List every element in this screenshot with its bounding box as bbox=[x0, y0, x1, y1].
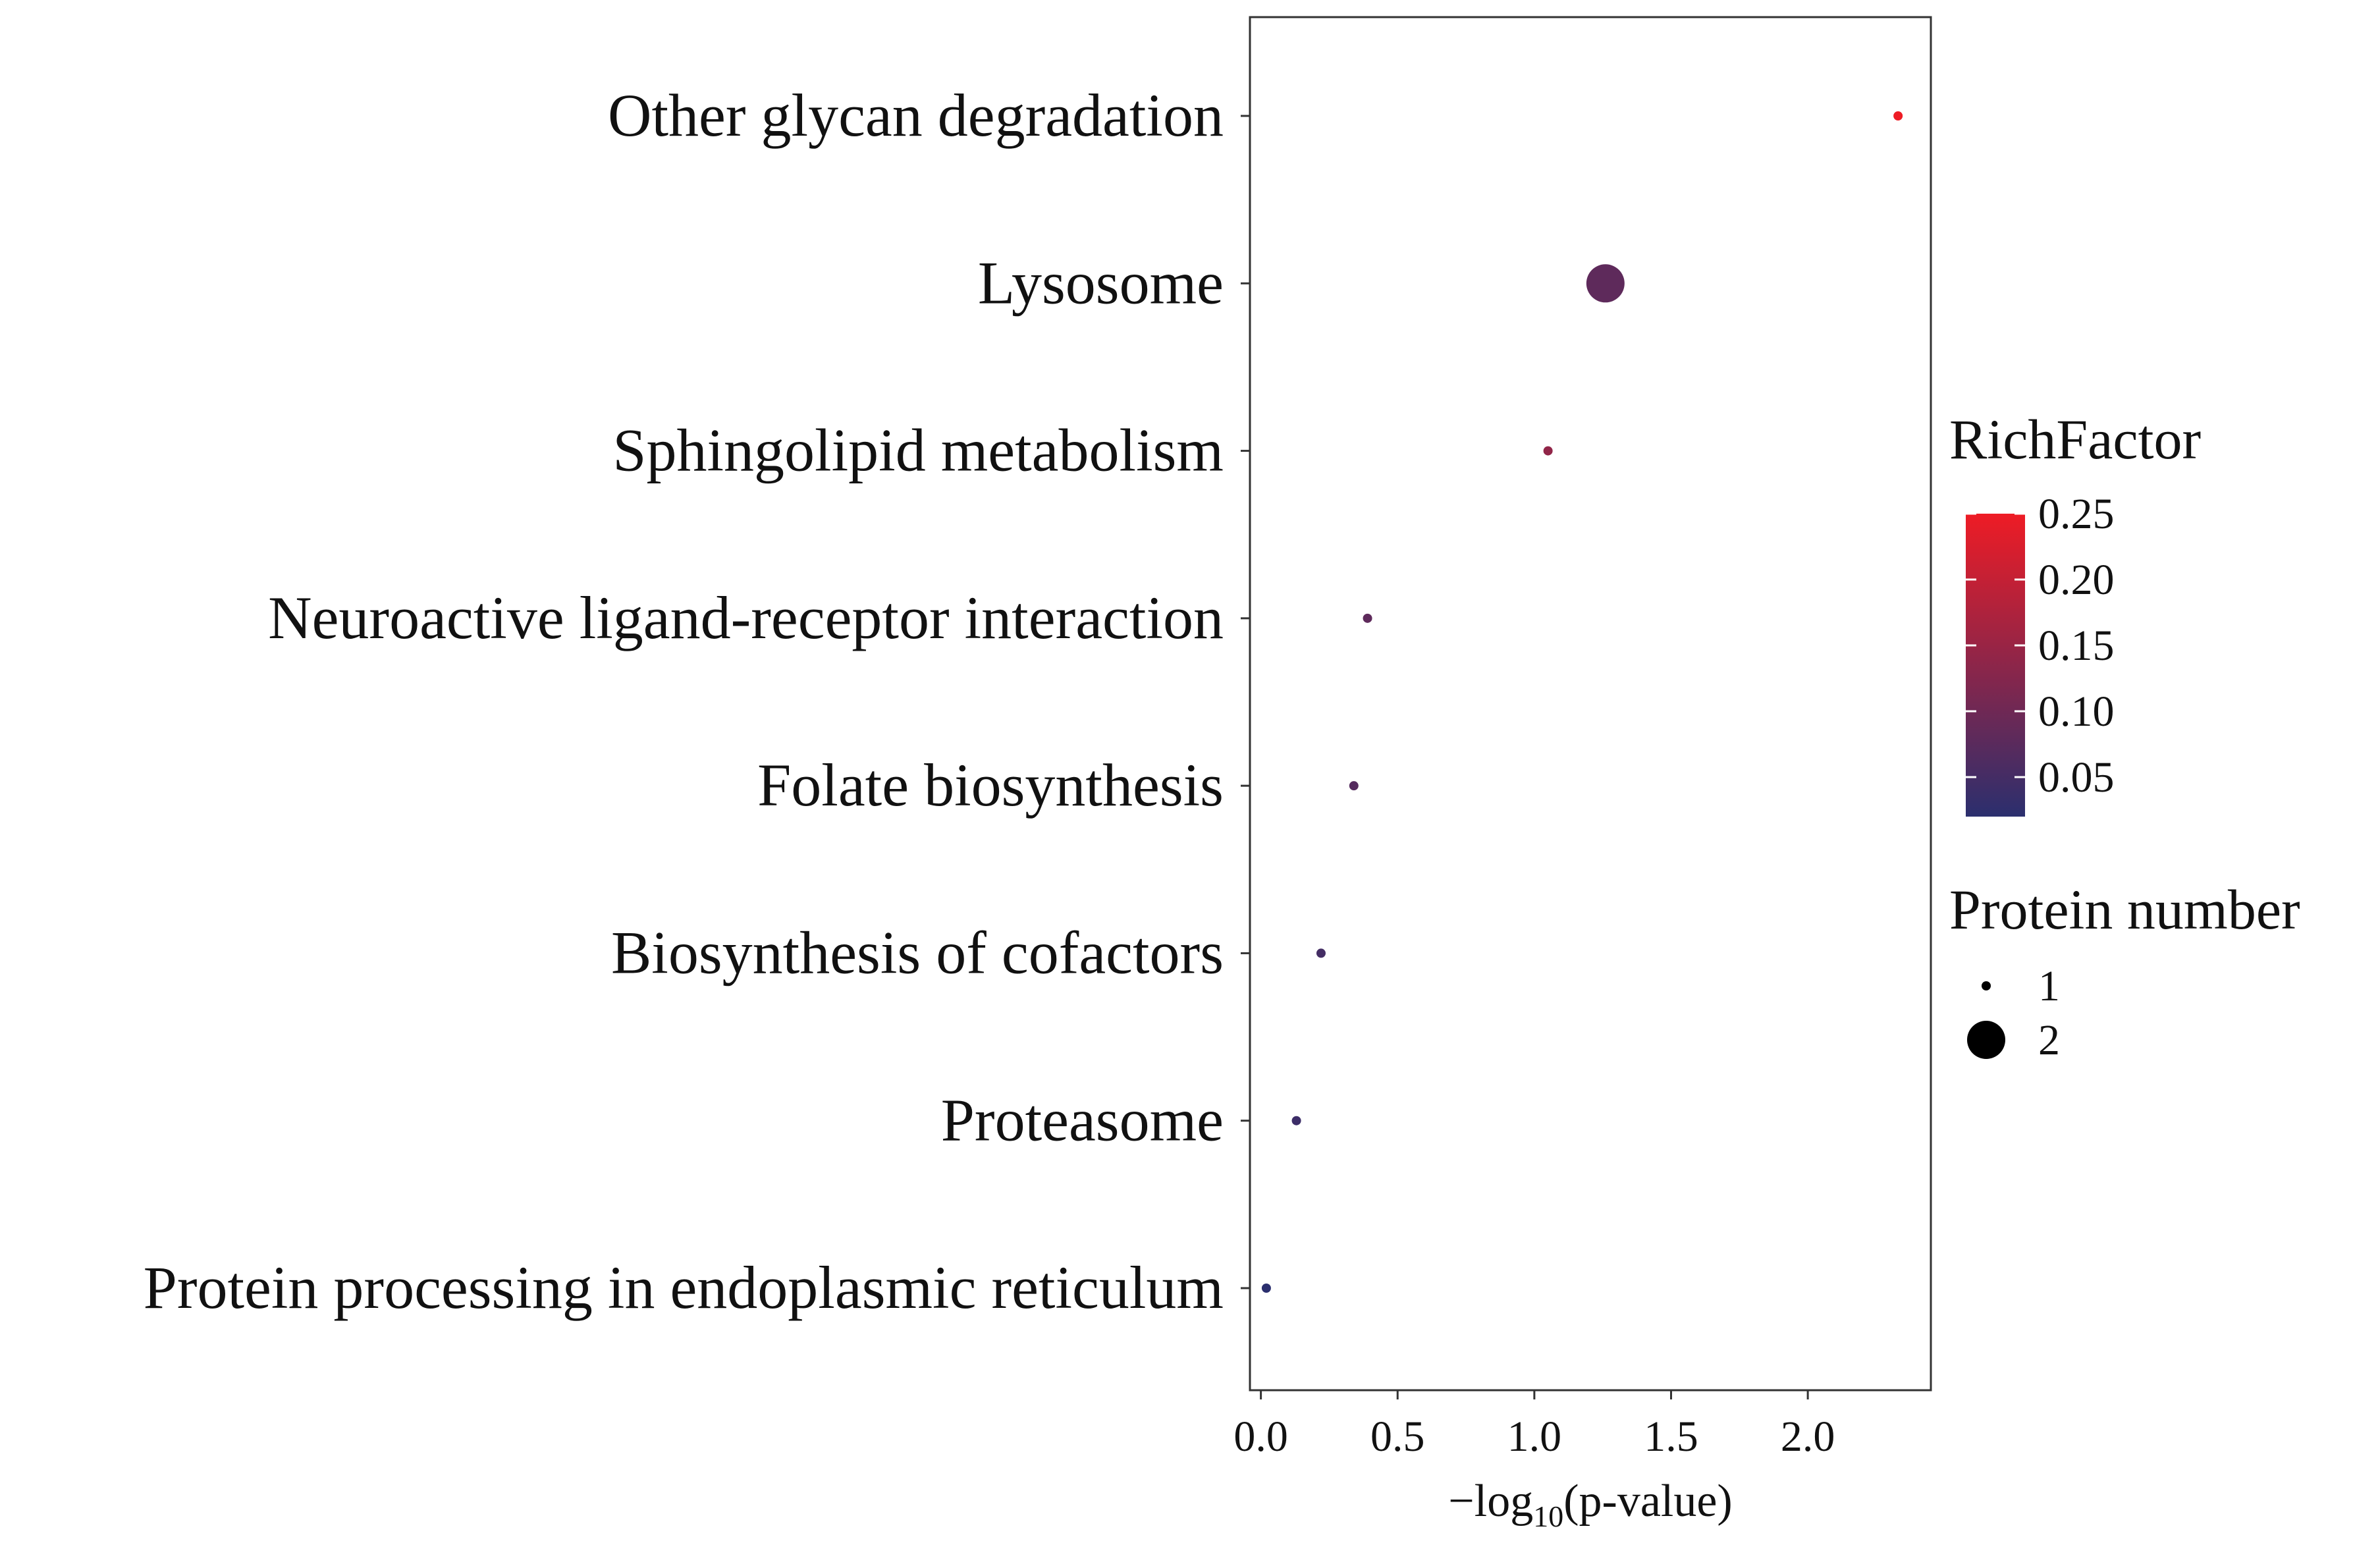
category-label: Neuroactive ligand-receptor interaction bbox=[268, 584, 1224, 651]
size-legend-marker bbox=[1967, 1021, 2005, 1059]
size-legend-label: 2 bbox=[2038, 1016, 2060, 1064]
plot-panel bbox=[1249, 16, 1932, 1392]
x-tick-label: 0.5 bbox=[1370, 1413, 1425, 1461]
colorbar-tick-label: 0.10 bbox=[2038, 688, 2115, 736]
data-point bbox=[1316, 948, 1326, 958]
data-point bbox=[1586, 264, 1625, 303]
x-tick-label: 2.0 bbox=[1781, 1413, 1835, 1461]
data-point bbox=[1363, 613, 1372, 623]
size-legend-items: 12 bbox=[1967, 962, 2060, 1064]
data-point bbox=[1291, 1116, 1301, 1125]
data-points bbox=[1261, 111, 1903, 1293]
richfactor-legend: RichFactor 0.05 0.10 0.15 0.20 0.25 bbox=[1949, 408, 2201, 817]
x-axis-title: −log10(p-value) bbox=[1448, 1476, 1732, 1533]
x-tick-label: 0.0 bbox=[1233, 1413, 1288, 1461]
size-legend-marker bbox=[1982, 981, 1991, 990]
category-label: Proteasome bbox=[941, 1087, 1224, 1154]
category-label: Protein processing in endoplasmic reticu… bbox=[144, 1254, 1224, 1321]
colorbar-tick-label: 0.20 bbox=[2038, 556, 2115, 604]
richfactor-colorbar bbox=[1966, 514, 2025, 817]
data-point bbox=[1261, 1284, 1271, 1293]
category-label: Other glycan degradation bbox=[608, 82, 1224, 149]
x-tick-label: 1.5 bbox=[1644, 1413, 1698, 1461]
category-label: Sphingolipid metabolism bbox=[612, 417, 1224, 484]
data-point bbox=[1543, 446, 1553, 456]
y-axis: Other glycan degradation Lysosome Sphingol… bbox=[144, 82, 1250, 1321]
x-tick-label: 1.0 bbox=[1507, 1413, 1562, 1461]
colorbar-tick-label: 0.15 bbox=[2038, 622, 2115, 670]
protein-number-legend-title: Protein number bbox=[1949, 878, 2300, 941]
data-point bbox=[1893, 111, 1903, 121]
category-label: Lysosome bbox=[978, 249, 1224, 316]
richfactor-legend-title: RichFactor bbox=[1949, 408, 2201, 471]
colorbar-ticks: 0.05 0.10 0.15 0.20 0.25 bbox=[1966, 490, 2115, 801]
category-label: Biosynthesis of cofactors bbox=[611, 919, 1224, 986]
data-point bbox=[1349, 781, 1359, 791]
colorbar-tick-label: 0.25 bbox=[2038, 490, 2115, 538]
size-legend-label: 1 bbox=[2038, 962, 2060, 1010]
category-label: Folate biosynthesis bbox=[757, 751, 1224, 819]
colorbar-tick-label: 0.05 bbox=[2038, 753, 2115, 801]
protein-number-legend: Protein number 12 bbox=[1949, 878, 2300, 1064]
x-axis: 0.0 0.5 1.0 1.5 2.0 bbox=[1233, 1390, 1835, 1461]
